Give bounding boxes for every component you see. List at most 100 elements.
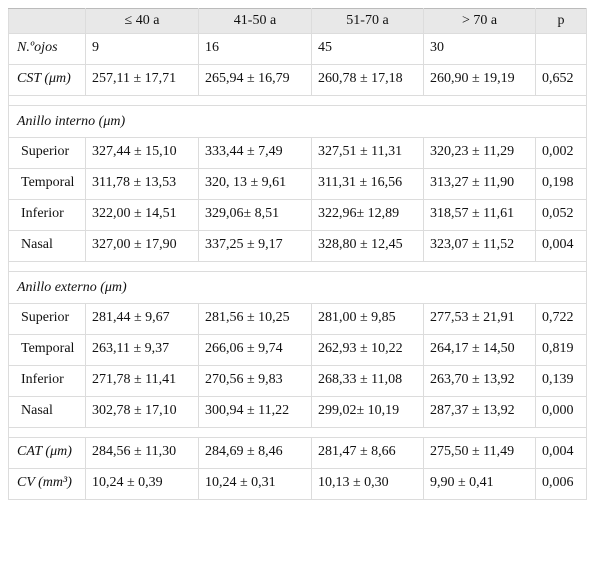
cell: 333,44 ± 7,49	[198, 137, 312, 169]
spacer-cell	[8, 95, 587, 106]
row-label: CST (μm)	[8, 64, 86, 96]
cell	[535, 33, 587, 65]
row-label: Temporal	[8, 334, 86, 366]
cell: 287,37 ± 13,92	[423, 396, 536, 428]
cell: 284,69 ± 8,46	[198, 437, 312, 469]
section-title: Anillo externo (μm)	[8, 271, 587, 304]
cell: 263,70 ± 13,92	[423, 365, 536, 397]
cell: 9,90 ± 0,41	[423, 468, 536, 500]
header-cell: ≤ 40 a	[85, 8, 199, 34]
cell: 300,94 ± 11,22	[198, 396, 312, 428]
cell: 284,56 ± 11,30	[85, 437, 199, 469]
header-cell: > 70 a	[423, 8, 536, 34]
section-row: Anillo externo (μm)	[8, 271, 587, 304]
row-label: Nasal	[8, 230, 86, 262]
cell: 45	[311, 33, 424, 65]
row-label: Superior	[8, 137, 86, 169]
cell: 327,51 ± 11,31	[311, 137, 424, 169]
cell: 0,052	[535, 199, 587, 231]
cell: 270,56 ± 9,83	[198, 365, 312, 397]
cell: 268,33 ± 11,08	[311, 365, 424, 397]
cell: 277,53 ± 21,91	[423, 303, 536, 335]
spacer-cell	[8, 427, 587, 438]
header-cell: 41-50 a	[198, 8, 312, 34]
cell: 0,004	[535, 230, 587, 262]
spacer-row	[8, 427, 587, 438]
cell: 329,06± 8,51	[198, 199, 312, 231]
section-title: Anillo interno (μm)	[8, 105, 587, 138]
cell: 0,004	[535, 437, 587, 469]
cell: 10,24 ± 0,31	[198, 468, 312, 500]
cell: 9	[85, 33, 199, 65]
cell: 281,47 ± 8,66	[311, 437, 424, 469]
cell: 327,00 ± 17,90	[85, 230, 199, 262]
cell: 313,27 ± 11,90	[423, 168, 536, 200]
data-row: Temporal 311,78 ± 13,53 320, 13 ± 9,61 311,…	[8, 168, 587, 200]
data-row: CST (μm) 257,11 ± 17,71 265,94 ± 16,79 260,…	[8, 64, 587, 96]
cell: 302,78 ± 17,10	[85, 396, 199, 428]
data-row: Temporal 263,11 ± 9,37 266,06 ± 9,74 262,93…	[8, 334, 587, 366]
row-label: Inferior	[8, 365, 86, 397]
cell: 323,07 ± 11,52	[423, 230, 536, 262]
cell: 266,06 ± 9,74	[198, 334, 312, 366]
cell: 257,11 ± 17,71	[85, 64, 199, 96]
data-row: Superior 281,44 ± 9,67 281,56 ± 10,25 281,0…	[8, 303, 587, 335]
row-label: Inferior	[8, 199, 86, 231]
cell: 318,57 ± 11,61	[423, 199, 536, 231]
row-label: N.ºojos	[8, 33, 86, 65]
row-label: Superior	[8, 303, 86, 335]
cell: 10,13 ± 0,30	[311, 468, 424, 500]
cell: 0,139	[535, 365, 587, 397]
cell: 275,50 ± 11,49	[423, 437, 536, 469]
cell: 299,02± 10,19	[311, 396, 424, 428]
table-body: N.ºojos 9 16 45 30 CST (μm) 257,11 ± 17,71 265,…	[8, 33, 587, 500]
cell: 281,00 ± 9,85	[311, 303, 424, 335]
row-label: Nasal	[8, 396, 86, 428]
row-label: CAT (μm)	[8, 437, 86, 469]
data-row: Nasal 302,78 ± 17,10 300,94 ± 11,22 299,02±…	[8, 396, 587, 428]
cell: 328,80 ± 12,45	[311, 230, 424, 262]
cell: 271,78 ± 11,41	[85, 365, 199, 397]
cell: 260,90 ± 19,19	[423, 64, 536, 96]
data-row: CAT (μm) 284,56 ± 11,30 284,69 ± 8,46 281,4…	[8, 437, 587, 469]
cell: 0,722	[535, 303, 587, 335]
cell: 320,23 ± 11,29	[423, 137, 536, 169]
data-row: Superior 327,44 ± 15,10 333,44 ± 7,49 327,5…	[8, 137, 587, 169]
cell: 260,78 ± 17,18	[311, 64, 424, 96]
row-label: Temporal	[8, 168, 86, 200]
cell: 322,00 ± 14,51	[85, 199, 199, 231]
cell: 264,17 ± 14,50	[423, 334, 536, 366]
header-cell: p	[535, 8, 587, 34]
cell: 10,24 ± 0,39	[85, 468, 199, 500]
cell: 262,93 ± 10,22	[311, 334, 424, 366]
cell: 311,31 ± 16,56	[311, 168, 424, 200]
section-row: Anillo interno (μm)	[8, 105, 587, 138]
cell: 322,96± 12,89	[311, 199, 424, 231]
spacer-row	[8, 95, 587, 106]
cell: 327,44 ± 15,10	[85, 137, 199, 169]
cell: 0,652	[535, 64, 587, 96]
data-row: Inferior 271,78 ± 11,41 270,56 ± 9,83 268,3…	[8, 365, 587, 397]
cell: 0,819	[535, 334, 587, 366]
cell: 263,11 ± 9,37	[85, 334, 199, 366]
header-cell: 51-70 a	[311, 8, 424, 34]
data-row: CV (mm³) 10,24 ± 0,39 10,24 ± 0,31 10,13 ± …	[8, 468, 587, 500]
cell: 281,44 ± 9,67	[85, 303, 199, 335]
cell: 0,000	[535, 396, 587, 428]
cell: 337,25 ± 9,17	[198, 230, 312, 262]
cell: 265,94 ± 16,79	[198, 64, 312, 96]
spacer-cell	[8, 261, 587, 272]
cell: 320, 13 ± 9,61	[198, 168, 312, 200]
spacer-row	[8, 261, 587, 272]
header-cell	[8, 8, 86, 34]
cell: 0,006	[535, 468, 587, 500]
cell: 311,78 ± 13,53	[85, 168, 199, 200]
cell: 16	[198, 33, 312, 65]
cell: 0,002	[535, 137, 587, 169]
cell: 30	[423, 33, 536, 65]
cell: 0,198	[535, 168, 587, 200]
data-row: N.ºojos 9 16 45 30	[8, 33, 587, 65]
